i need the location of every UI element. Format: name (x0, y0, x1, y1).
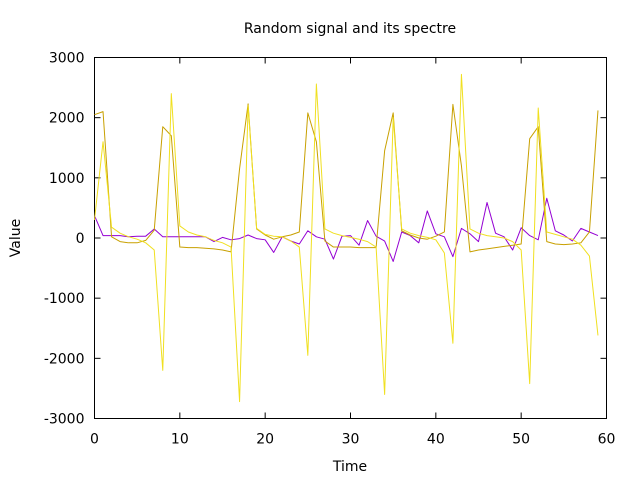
chart-title: Random signal and its spectre (244, 21, 456, 37)
y-tick-label: -1000 (44, 291, 85, 307)
series-layer (94, 73, 599, 403)
y-axis-label: Value (8, 219, 24, 257)
series-line-signal (94, 197, 599, 262)
y-tick-label: -3000 (44, 412, 85, 428)
series-line-spectre-real (94, 103, 599, 253)
y-tick-label: -2000 (44, 351, 85, 367)
x-tick-label: 10 (171, 432, 189, 448)
series-line-spectre-imag (94, 73, 599, 403)
x-axis-label: Time (332, 459, 367, 475)
y-tick-label: 3000 (49, 51, 85, 67)
x-tick-label: 40 (427, 432, 445, 448)
y-tick-label: 1000 (49, 171, 85, 187)
x-tick-label: 60 (598, 432, 616, 448)
x-tick-label: 30 (342, 432, 360, 448)
x-tick-label: 50 (512, 432, 530, 448)
x-tick-label: 20 (256, 432, 274, 448)
x-tick-label: 0 (90, 432, 99, 448)
y-tick-label: 0 (76, 231, 85, 247)
axis-ticks: 0 10 20 30 40 50 60 -3000 -2000 -1000 0 1000 2000 300… (44, 51, 616, 448)
y-tick-label: 2000 (49, 111, 85, 127)
plot-frame (94, 57, 607, 419)
